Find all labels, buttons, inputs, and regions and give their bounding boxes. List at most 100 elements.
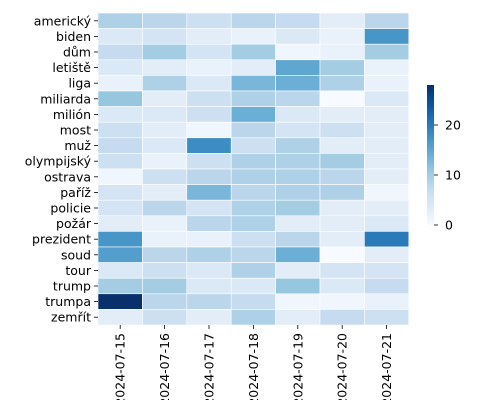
- y-tick-label: trump: [53, 279, 91, 294]
- heatmap-cell-zemřít-2024-07-18: [230, 309, 276, 326]
- heatmap-cell-tour-2024-07-21: [364, 262, 410, 279]
- heatmap-cell-tour-2024-07-18: [230, 262, 276, 279]
- x-tick-label: 2024-07-16: [157, 333, 172, 400]
- y-tick-label: liga: [68, 76, 91, 91]
- heatmap-cell-dům-2024-07-20: [319, 43, 365, 61]
- heatmap-cell-soud-2024-07-20: [319, 246, 365, 263]
- colorbar-tick-label: 10: [445, 168, 461, 183]
- heatmap-cell-policie-2024-07-20: [319, 199, 365, 217]
- heatmap-cell-biden-2024-07-21: [364, 28, 410, 45]
- heatmap-cell-milión-2024-07-16: [142, 106, 188, 123]
- heatmap-cell-milión-2024-07-19: [275, 106, 321, 123]
- heatmap-cell-olympijský-2024-07-15: [97, 153, 143, 170]
- heatmap-cell-trump-2024-07-18: [230, 277, 276, 295]
- y-tick-label: olympijský: [25, 154, 92, 169]
- heatmap-cell-trumpa-2024-07-18: [230, 293, 276, 310]
- heatmap-cell-letiště-2024-07-21: [364, 59, 410, 76]
- x-tick-label: 2024-07-18: [246, 333, 261, 400]
- heatmap-cell-americký-2024-07-19: [275, 12, 321, 29]
- heatmap-cell-soud-2024-07-16: [142, 246, 188, 263]
- heatmap-cell-trumpa-2024-07-20: [319, 293, 365, 310]
- y-tick-label: prezident: [32, 232, 91, 247]
- heatmap-cell-prezident-2024-07-20: [319, 231, 365, 248]
- heatmap-cell-most-2024-07-15: [97, 121, 143, 139]
- y-tick-label: tour: [65, 263, 91, 278]
- heatmap-cell-paříž-2024-07-15: [97, 184, 143, 201]
- heatmap-cell-požár-2024-07-16: [142, 215, 188, 232]
- heatmap-cell-biden-2024-07-18: [230, 28, 276, 45]
- y-tick-label: ostrava: [44, 169, 91, 184]
- x-tick-label: 2024-07-19: [290, 333, 305, 400]
- heatmap-cell-liga-2024-07-20: [319, 75, 365, 92]
- heatmap-cell-americký-2024-07-16: [142, 12, 188, 29]
- y-tick-label: miliarda: [40, 91, 91, 106]
- colorbar-gradient: [427, 85, 434, 225]
- heatmap-cell-ostrava-2024-07-17: [186, 168, 232, 185]
- heatmap-cell-letiště-2024-07-19: [275, 59, 321, 76]
- heatmap-cell-soud-2024-07-19: [275, 246, 321, 263]
- y-tick-label: most: [60, 123, 91, 138]
- heatmap-cell-trump-2024-07-21: [364, 277, 410, 295]
- heatmap-cell-policie-2024-07-16: [142, 199, 188, 217]
- heatmap-cell-miliarda-2024-07-18: [230, 90, 276, 107]
- y-tick-label: trumpa: [45, 294, 91, 309]
- heatmap-cell-letiště-2024-07-16: [142, 59, 188, 76]
- heatmap-cell-trump-2024-07-19: [275, 277, 321, 295]
- x-tick-label: 2024-07-15: [113, 333, 128, 400]
- heatmap-cell-policie-2024-07-19: [275, 199, 321, 217]
- heatmap-cell-letiště-2024-07-18: [230, 59, 276, 76]
- heatmap-cell-zemřít-2024-07-21: [364, 309, 410, 326]
- colorbar-tick-label: 20: [445, 118, 461, 133]
- heatmap-cell-biden-2024-07-20: [319, 28, 365, 45]
- heatmap-cell-ostrava-2024-07-16: [142, 168, 188, 185]
- heatmap-cell-ostrava-2024-07-19: [275, 168, 321, 185]
- y-tick-label: soud: [61, 247, 91, 262]
- heatmap-cell-miliarda-2024-07-16: [142, 90, 188, 107]
- heatmap-cell-dům-2024-07-16: [142, 43, 188, 61]
- heatmap-cell-dům-2024-07-15: [97, 43, 143, 61]
- heatmap-cell-olympijský-2024-07-17: [186, 153, 232, 170]
- heatmap-cell-dům-2024-07-21: [364, 43, 410, 61]
- heatmap-cell-trumpa-2024-07-15: [97, 293, 143, 310]
- heatmap-cell-most-2024-07-17: [186, 121, 232, 139]
- heatmap-cell-muž-2024-07-15: [97, 137, 143, 154]
- heatmap-cell-tour-2024-07-17: [186, 262, 232, 279]
- x-tick-label: 2024-07-20: [335, 333, 350, 400]
- heatmap-cell-ostrava-2024-07-18: [230, 168, 276, 185]
- heatmap-cell-miliarda-2024-07-15: [97, 90, 143, 107]
- heatmap-cell-požár-2024-07-21: [364, 215, 410, 232]
- heatmap-cell-dům-2024-07-19: [275, 43, 321, 61]
- heatmap-cell-olympijský-2024-07-18: [230, 153, 276, 170]
- heatmap-cell-liga-2024-07-18: [230, 75, 276, 92]
- heatmap-cell-paříž-2024-07-19: [275, 184, 321, 201]
- heatmap-cells: [97, 12, 410, 326]
- y-tick-label: paříž: [60, 185, 91, 200]
- heatmap-cell-letiště-2024-07-17: [186, 59, 232, 76]
- y-tick-label: požár: [56, 216, 92, 231]
- heatmap-cell-ostrava-2024-07-15: [97, 168, 143, 185]
- heatmap-cell-dům-2024-07-17: [186, 43, 232, 61]
- heatmap-cell-trumpa-2024-07-21: [364, 293, 410, 310]
- heatmap-cell-trump-2024-07-20: [319, 277, 365, 295]
- heatmap-cell-miliarda-2024-07-20: [319, 90, 365, 107]
- heatmap-cell-zemřít-2024-07-17: [186, 309, 232, 326]
- heatmap-cell-prezident-2024-07-16: [142, 231, 188, 248]
- colorbar: 0 10 20: [427, 85, 461, 233]
- heatmap-cell-trump-2024-07-15: [97, 277, 143, 295]
- heatmap-cell-prezident-2024-07-18: [230, 231, 276, 248]
- heatmap-cell-milión-2024-07-20: [319, 106, 365, 123]
- heatmap-cell-zemřít-2024-07-20: [319, 309, 365, 326]
- heatmap-cell-prezident-2024-07-21: [364, 231, 410, 248]
- heatmap-cell-letiště-2024-07-20: [319, 59, 365, 76]
- heatmap-cell-tour-2024-07-15: [97, 262, 143, 279]
- y-tick-label: muž: [64, 138, 91, 153]
- heatmap-cell-americký-2024-07-15: [97, 12, 143, 29]
- heatmap-cell-prezident-2024-07-17: [186, 231, 232, 248]
- y-tick-label: policie: [50, 201, 91, 216]
- heatmap-cell-soud-2024-07-17: [186, 246, 232, 263]
- heatmap-cell-policie-2024-07-21: [364, 199, 410, 217]
- heatmap-cell-prezident-2024-07-19: [275, 231, 321, 248]
- heatmap-cell-miliarda-2024-07-19: [275, 90, 321, 107]
- heatmap-cell-muž-2024-07-20: [319, 137, 365, 154]
